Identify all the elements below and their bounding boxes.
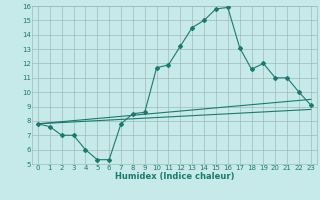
X-axis label: Humidex (Indice chaleur): Humidex (Indice chaleur) xyxy=(115,172,234,181)
